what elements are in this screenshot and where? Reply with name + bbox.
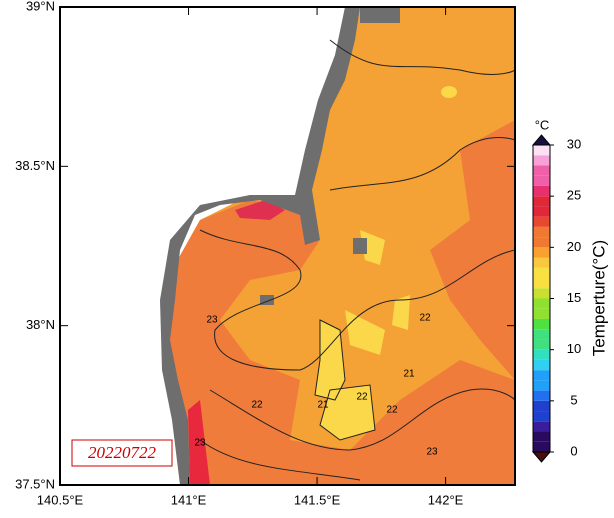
lon-tick-label: 141.5°E [294, 492, 341, 507]
colorbar-tick-label: 15 [567, 290, 581, 305]
colorbar-segment [533, 298, 550, 309]
lat-tick-label: 38°N [26, 317, 55, 332]
colorbar-end [531, 451, 552, 463]
colorbar-segment [533, 339, 550, 350]
lat-tick-label: 38.5°N [15, 158, 55, 173]
colorbar-segment [533, 278, 550, 289]
colorbar-end [531, 134, 552, 146]
colorbar-segment [533, 329, 550, 340]
colorbar-segment [533, 257, 550, 268]
colorbar-segment [533, 267, 550, 279]
colorbar-segment [533, 441, 550, 452]
colorbar-tick-label: 0 [570, 443, 577, 458]
lat-tick-label: 39°N [26, 0, 55, 13]
colorbar-tick-label: 25 [567, 188, 581, 203]
colorbar-segment [533, 349, 550, 360]
colorbar-segment [533, 196, 550, 207]
colorbar-segment [533, 380, 550, 391]
colorbar-segment [533, 206, 550, 217]
map-frame [59, 6, 516, 486]
colorbar-segment [533, 421, 550, 432]
colorbar-segment [533, 165, 550, 176]
colorbar-segment [533, 370, 550, 381]
lon-tick-label: 141°E [171, 492, 207, 507]
date-box [71, 439, 173, 467]
colorbar-segment [533, 226, 550, 238]
colorbar-segment [533, 237, 550, 248]
colorbar-tick-label: 20 [567, 239, 581, 254]
colorbar-segment [533, 216, 550, 227]
contour-label: 21 [317, 400, 329, 411]
colorbar-segment [533, 145, 550, 156]
contour-label: 22 [386, 405, 398, 416]
lat-tick-label: 37.5°N [15, 476, 55, 491]
colorbar-segment [533, 175, 550, 186]
colorbar-segment [533, 318, 550, 330]
colorbar-tick-label: 10 [567, 341, 581, 356]
date-label: 20220722 [88, 443, 157, 462]
contour-label: 23 [194, 438, 206, 449]
contour-label: 21 [403, 369, 415, 380]
colorbar-segment [533, 400, 550, 412]
lon-tick-label: 142°E [428, 492, 464, 507]
colorbar-segment [533, 247, 550, 258]
contour-label: 22 [419, 313, 431, 324]
colorbar-segment [533, 411, 550, 422]
contour-label: 23 [426, 447, 438, 458]
colorbar-segment [533, 359, 550, 371]
colorbar-segment [533, 390, 550, 401]
colorbar-tick-label: 5 [570, 392, 577, 407]
colorbar-tick-label: 30 [567, 136, 581, 151]
contour-label: 22 [251, 400, 263, 411]
colorbar-segment [533, 185, 550, 197]
colorbar-segment [533, 155, 550, 166]
contour-label: 23 [206, 315, 218, 326]
lon-tick-label: 140.5°E [37, 492, 84, 507]
colorbar-segment [533, 431, 550, 442]
colorbar-label: Temperture(°C) [589, 240, 608, 356]
map-field [60, 7, 515, 485]
contour-label: 22 [356, 392, 368, 403]
colorbar-unit: °C [535, 117, 550, 132]
colorbar-segment [533, 308, 550, 319]
colorbar-segment [533, 288, 550, 299]
